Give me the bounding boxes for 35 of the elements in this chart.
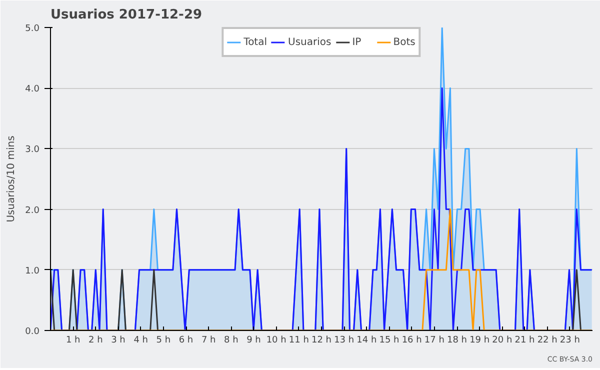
chart-title: Usuarios 2017-12-29 xyxy=(50,8,202,22)
legend-label: Total xyxy=(244,36,268,48)
x-tick-label: 22 h xyxy=(537,336,558,346)
y-axis-title: Usuarios/10 mins xyxy=(6,136,18,222)
x-tick-label: 11 h xyxy=(288,336,309,346)
x-tick-label: 21 h xyxy=(514,336,535,346)
x-tick-label: 19 h xyxy=(470,336,490,346)
x-tick-label: 12 h xyxy=(311,336,332,346)
x-tick-label: 17 h xyxy=(424,336,444,346)
x-tick-label: 3 h xyxy=(111,336,126,346)
x-tick-label: 4 h xyxy=(134,336,148,346)
x-tick-label: 1 h xyxy=(66,336,80,346)
y-tick-label: 3.0 xyxy=(25,145,40,156)
x-tick-label: 15 h xyxy=(379,336,400,346)
x-tick-label: 9 h xyxy=(246,336,261,346)
y-tick-label: 1.0 xyxy=(25,266,40,276)
y-tick-label: 5.0 xyxy=(25,24,40,34)
x-tick-label: 6 h xyxy=(178,336,194,346)
x-tick-label: 2 h xyxy=(88,336,103,346)
x-tick-label: 23 h xyxy=(560,336,580,346)
y-tick-label: 2.0 xyxy=(25,206,40,216)
y-tick-label: 4.0 xyxy=(25,84,40,95)
x-tick-label: 18 h xyxy=(446,336,468,346)
x-tick-label: 8 h xyxy=(224,336,238,346)
x-tick-label: 5 h xyxy=(156,336,171,346)
x-tick-label: 10 h xyxy=(266,336,286,346)
x-tick-label: 13 h xyxy=(334,336,354,346)
x-tick-label: 7 h xyxy=(201,336,216,346)
y-tick-label: 0.0 xyxy=(25,327,40,337)
x-tick-label: 20 h xyxy=(492,336,512,346)
legend-label: Usuarios xyxy=(288,36,332,48)
x-tick-label: 14 h xyxy=(356,336,377,346)
legend-label: IP xyxy=(352,36,362,48)
legend-label: Bots xyxy=(393,36,416,48)
x-tick-label: 16 h xyxy=(402,336,422,346)
